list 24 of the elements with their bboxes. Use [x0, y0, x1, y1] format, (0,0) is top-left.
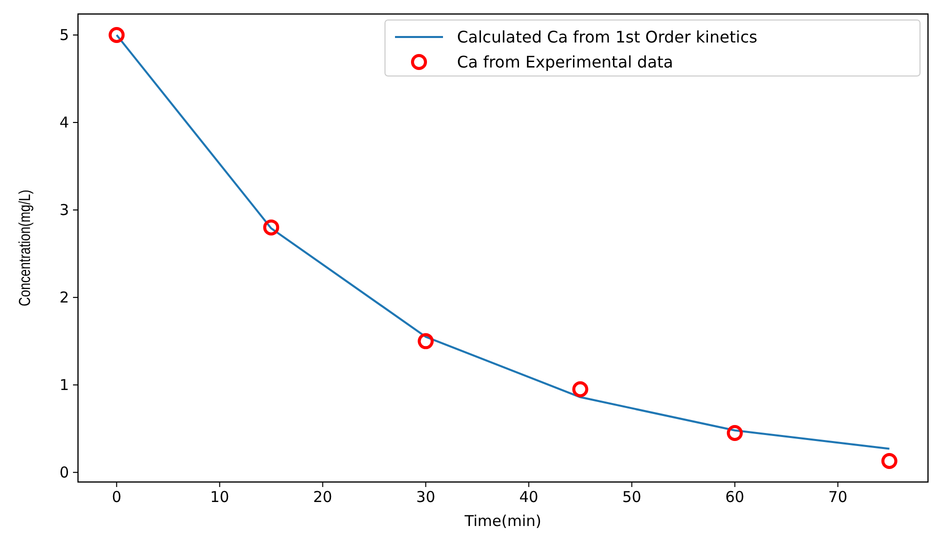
y-tick-label: 0 [59, 464, 69, 482]
legend-label: Calculated Ca from 1st Order kinetics [457, 28, 758, 47]
x-tick-label: 50 [622, 488, 642, 506]
y-axis-title: Concentration(mg/L) [16, 190, 34, 306]
x-tick-label: 30 [416, 488, 436, 506]
legend-label: Ca from Experimental data [457, 52, 674, 72]
point [418, 333, 434, 350]
point [263, 219, 280, 236]
y-tick-label: 3 [59, 201, 69, 220]
x-tick-label: 70 [828, 488, 848, 506]
point [572, 381, 588, 398]
x-tick-label: 0 [112, 488, 122, 506]
y-tick-label: 1 [59, 376, 69, 394]
x-tick-label: 20 [313, 488, 332, 506]
x-tick-label: 60 [725, 488, 744, 506]
x-axis-title: Time(min) [464, 512, 542, 530]
point [108, 26, 125, 43]
y-tick-label: 2 [59, 288, 69, 307]
x-tick-label: 40 [519, 488, 538, 506]
y-tick-label: 5 [59, 26, 69, 44]
point [726, 425, 743, 442]
y-tick-label: 4 [59, 114, 69, 132]
x-tick-label: 10 [210, 488, 230, 506]
point [881, 453, 898, 470]
